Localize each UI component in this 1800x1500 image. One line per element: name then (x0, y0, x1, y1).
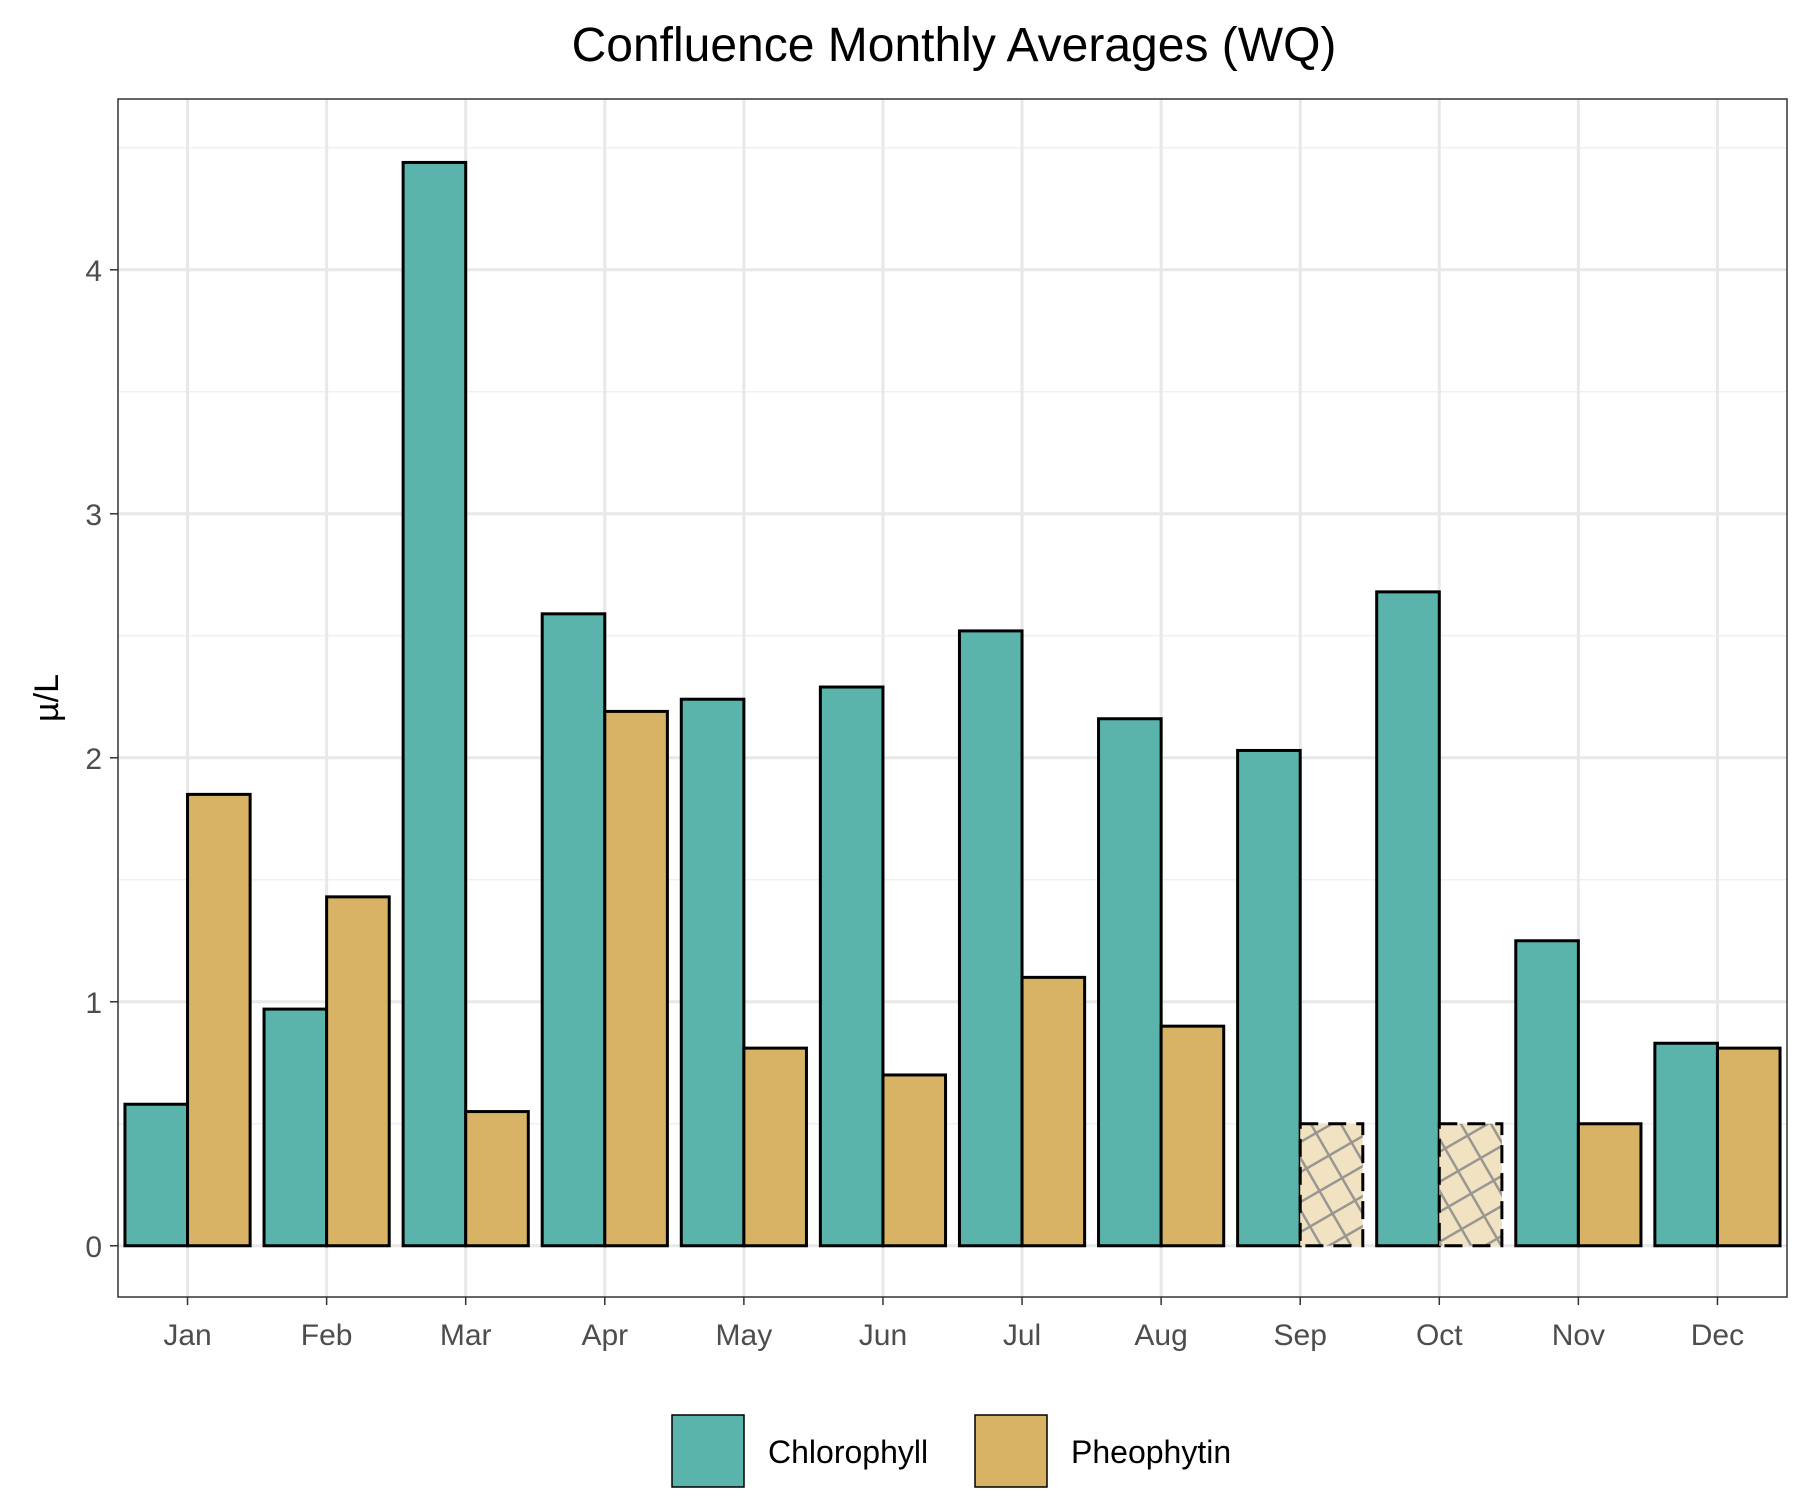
bar-chlorophyll (123, 1102, 190, 1248)
x-tick-label: Sep (1274, 1319, 1327, 1352)
bar-chlorophyll (818, 685, 885, 1248)
x-tick-label: May (716, 1319, 773, 1352)
y-tick-label: 4 (85, 255, 102, 288)
bar-chlorophyll (1097, 717, 1163, 1248)
bar-chlorophyll (1653, 1041, 1719, 1248)
bar-dashed-outline (1298, 1122, 1365, 1248)
x-axis: Jan Feb Mar Apr May Jun Jul Aug Sep Oct Nov Dec (163, 1297, 1744, 1352)
bar-pheophytin (742, 1046, 808, 1248)
grid-minor (118, 147, 1787, 1125)
y-tick-label: 3 (85, 499, 102, 532)
bar-chlorophyll (401, 160, 468, 1248)
bar-pheophytin (603, 709, 669, 1248)
y-axis: 0 1 2 3 4 (85, 255, 118, 1264)
bar-chlorophyll (1236, 748, 1302, 1248)
x-tick-label: Mar (440, 1319, 492, 1352)
bar-dashed-outline (1437, 1122, 1504, 1248)
bar-chlorophyll (1514, 939, 1580, 1248)
x-tick-label: Nov (1552, 1319, 1605, 1352)
x-tick-label: Aug (1134, 1319, 1187, 1352)
y-axis-title: µ/L (28, 674, 66, 722)
bar-chlorophyll (1375, 590, 1441, 1248)
x-tick-label: Apr (581, 1319, 628, 1352)
bar-hatch-pattern (1300, 1123, 1363, 1246)
bar-hatch-pattern (1439, 1123, 1502, 1246)
plot-panel (118, 99, 1787, 1297)
y-tick-label: 0 (85, 1231, 102, 1264)
x-tick-label: Feb (301, 1319, 353, 1352)
plot-border (117, 98, 1788, 1298)
bar-chlorophyll (540, 612, 607, 1248)
bar-chlorophyll (957, 629, 1024, 1248)
x-tick-label: Oct (1416, 1319, 1463, 1352)
x-tick-label: Jan (163, 1319, 211, 1352)
bar-pheophytin (464, 1110, 530, 1248)
legend: Chlorophyll Pheophytin (671, 1414, 1231, 1488)
legend-key (974, 1414, 1048, 1488)
bar-pheophytin (1576, 1122, 1643, 1248)
bar-pheophytin (186, 792, 252, 1248)
bar-chlorophyll (262, 1007, 329, 1248)
x-tick-label: Jul (1003, 1319, 1041, 1352)
bar-pheophytin (325, 895, 391, 1248)
x-tick-label: Jun (859, 1319, 907, 1352)
bar-pheophytin (1715, 1046, 1782, 1248)
legend-label: Chlorophyll (768, 1434, 928, 1470)
chart-title: Confluence Monthly Averages (WQ) (572, 19, 1337, 72)
y-tick-label: 2 (85, 743, 102, 776)
bar-chlorophyll (679, 697, 746, 1248)
bar-pheophytin (1159, 1024, 1226, 1248)
legend-label: Pheophytin (1071, 1434, 1231, 1470)
bars (123, 160, 1782, 1248)
x-tick-label: Dec (1691, 1319, 1744, 1352)
bar-pheophytin (881, 1073, 948, 1248)
bar-pheophytin (1020, 975, 1087, 1248)
legend-key (671, 1414, 745, 1488)
y-tick-label: 1 (85, 987, 102, 1020)
